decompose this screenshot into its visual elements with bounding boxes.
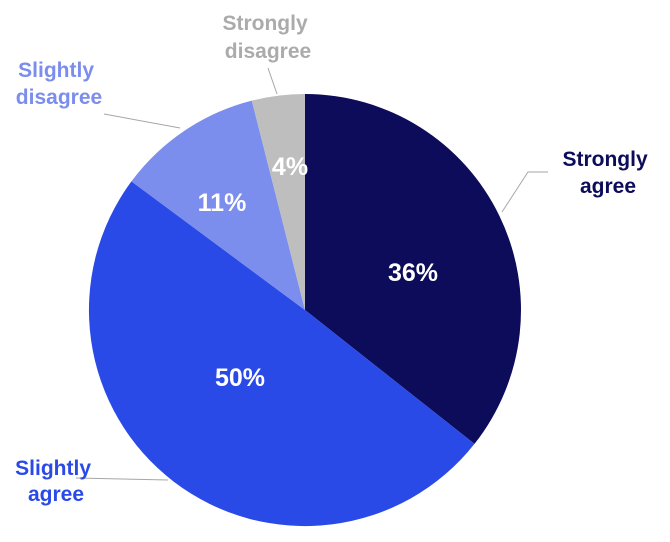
pie-slices: [88, 94, 521, 527]
category-label-strongly-agree: Strongly agree: [562, 148, 653, 198]
category-label-slightly-agree-line-1: Slightly: [15, 457, 91, 480]
value-label-slightly-agree: 50%: [215, 364, 265, 392]
category-labels: Strongly agree Slightly agree Slightly d…: [15, 12, 653, 506]
category-label-slightly-disagree-line-2: disagree: [16, 86, 102, 109]
category-label-slightly-agree: Slightly agree: [15, 457, 97, 506]
leader-lines: [75, 67, 548, 481]
leader-line-slightly-disagree: [103, 113, 181, 129]
category-label-slightly-disagree-line-1: Slightly: [18, 59, 94, 82]
category-label-strongly-disagree-line-1: Strongly: [222, 12, 307, 35]
pie-slice-strongly-disagree: [251, 94, 305, 310]
leader-line-strongly-disagree: [267, 67, 278, 95]
category-label-slightly-agree-line-2: agree: [28, 483, 84, 506]
pie-slice-slightly-agree: [88, 181, 475, 527]
leader-line-slightly-agree: [75, 477, 169, 481]
category-label-strongly-disagree-line-2: disagree: [225, 40, 311, 63]
pie-slice-strongly-agree: [305, 94, 521, 444]
category-label-strongly-disagree: Strongly disagree: [222, 12, 313, 63]
value-label-slightly-disagree: 11%: [198, 189, 247, 217]
category-label-slightly-disagree: Slightly disagree: [16, 59, 102, 109]
category-label-strongly-agree-line-2: agree: [580, 175, 636, 198]
value-label-strongly-agree: 36%: [388, 259, 438, 287]
value-labels: 36% 50% 11% 4%: [198, 153, 438, 392]
pie-slice-slightly-disagree: [131, 100, 305, 311]
category-label-strongly-agree-line-1: Strongly: [562, 148, 647, 171]
leader-line-strongly-agree: [501, 171, 548, 213]
value-label-strongly-disagree: 4%: [272, 153, 308, 181]
